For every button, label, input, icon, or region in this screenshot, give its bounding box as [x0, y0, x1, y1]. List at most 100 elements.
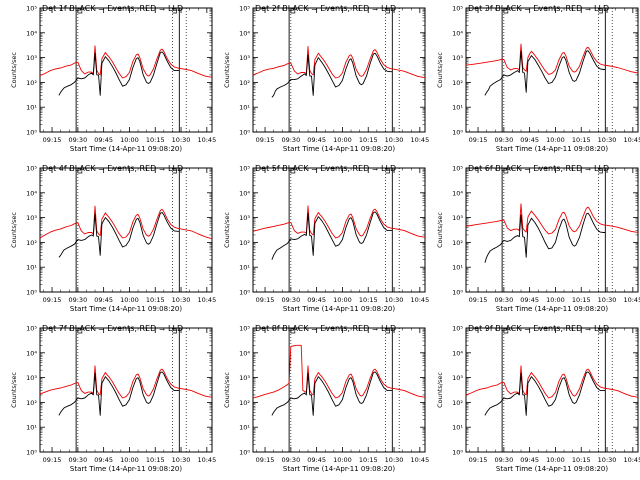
events-series-line: [484, 371, 606, 416]
y-tick-label: 10⁴: [239, 189, 250, 197]
x-tick-label: 09:30: [494, 456, 513, 464]
y-axis-label: Counts/sec: [10, 52, 18, 88]
x-tick-label: 10:15: [572, 136, 591, 144]
y-tick-label: 10³: [239, 214, 250, 222]
x-tick-label: 09:15: [43, 456, 62, 464]
x-tick-label: 10:30: [385, 456, 404, 464]
x-tick-label: 10:30: [598, 456, 617, 464]
events-series-line: [271, 211, 393, 260]
x-tick-label: 10:45: [410, 296, 429, 304]
y-tick-label: 10⁴: [452, 189, 463, 197]
x-tick-label: 10:00: [120, 136, 139, 144]
lld-series-line: [252, 205, 426, 239]
events-series-line: [58, 212, 180, 258]
x-tick-label: 09:45: [94, 296, 113, 304]
y-tick-label: 10⁴: [26, 29, 37, 37]
marker-flag-icon: [77, 328, 83, 334]
x-tick-label: 10:00: [333, 456, 352, 464]
y-tick-label: 10⁴: [239, 349, 250, 357]
x-tick-label: 10:15: [572, 456, 591, 464]
x-tick-label: 10:45: [197, 296, 216, 304]
y-tick-label: 10⁵: [452, 325, 463, 333]
marker-flag-icon: [172, 8, 177, 14]
panel-title: Det 3f BLACK = Events, RED = LLD: [468, 4, 609, 13]
lld-series-line: [252, 46, 426, 79]
x-axis-label: Start Time (14-Apr-11 09:08:20): [70, 305, 182, 313]
detector-panel: Det 2f BLACK = Events, RED = LLD 10⁰ 10¹ 10…: [223, 4, 429, 153]
y-axis-label: Counts/sec: [223, 52, 231, 88]
x-tick-label: 10:15: [146, 456, 165, 464]
x-tick-label: 09:45: [520, 296, 539, 304]
y-tick-label: 10⁵: [239, 165, 250, 173]
y-tick-label: 10⁰: [239, 449, 250, 457]
marker-flag-icon: [172, 328, 177, 334]
x-tick-label: 09:45: [94, 456, 113, 464]
lld-series-line: [465, 365, 639, 399]
x-tick-label: 10:00: [546, 296, 565, 304]
marker-flag-icon: [598, 8, 603, 14]
plot-frame: [252, 7, 426, 133]
y-tick-label: 10¹: [452, 424, 463, 432]
panel-title: Det 8f BLACK = Events, RED = LLD: [255, 324, 396, 333]
x-tick-label: 10:15: [359, 456, 378, 464]
y-tick-label: 10⁵: [452, 5, 463, 13]
y-tick-label: 10³: [239, 374, 250, 382]
x-tick-label: 09:15: [43, 296, 62, 304]
y-tick-label: 10²: [452, 399, 463, 407]
marker-flag-icon: [503, 328, 509, 334]
x-axis-label: Start Time (14-Apr-11 09:08:20): [496, 145, 608, 153]
marker-flag-icon: [598, 328, 603, 334]
y-tick-label: 10¹: [239, 264, 250, 272]
x-tick-label: 10:45: [410, 136, 429, 144]
y-axis-label: Counts/sec: [10, 372, 18, 408]
x-tick-label: 09:30: [494, 136, 513, 144]
plot-frame: [252, 167, 426, 293]
y-axis-label: Counts/sec: [436, 212, 444, 248]
x-tick-label: 10:30: [172, 296, 191, 304]
y-tick-label: 10²: [26, 79, 37, 87]
marker-flag-icon: [503, 168, 509, 174]
x-tick-label: 09:45: [520, 456, 539, 464]
events-series-line: [484, 50, 606, 96]
y-tick-label: 10¹: [26, 104, 37, 112]
x-tick-label: 09:45: [307, 136, 326, 144]
x-tick-label: 09:15: [43, 136, 62, 144]
marker-flag-icon: [172, 168, 177, 174]
x-tick-label: 09:15: [256, 456, 275, 464]
x-tick-label: 09:45: [307, 296, 326, 304]
y-tick-label: 10²: [239, 79, 250, 87]
x-tick-label: 10:30: [172, 456, 191, 464]
y-tick-label: 10⁰: [239, 289, 250, 297]
y-tick-label: 10¹: [452, 264, 463, 272]
marker-flag-icon: [77, 8, 83, 14]
panel-title: Det 6f BLACK = Events, RED = LLD: [468, 164, 609, 173]
x-tick-label: 10:30: [598, 296, 617, 304]
y-tick-label: 10²: [26, 399, 37, 407]
x-tick-label: 10:15: [572, 296, 591, 304]
y-tick-label: 10³: [239, 54, 250, 62]
marker-flag-icon: [290, 168, 296, 174]
panel-title: Det 7f BLACK = Events, RED = LLD: [42, 324, 183, 333]
x-tick-label: 10:15: [146, 136, 165, 144]
x-tick-label: 09:30: [281, 136, 300, 144]
x-tick-label: 10:30: [385, 296, 404, 304]
y-tick-label: 10⁵: [26, 165, 37, 173]
x-tick-label: 10:00: [333, 296, 352, 304]
x-tick-label: 09:30: [281, 456, 300, 464]
marker-flag-icon: [385, 328, 390, 334]
x-tick-label: 10:00: [120, 296, 139, 304]
y-tick-label: 10⁰: [26, 449, 37, 457]
x-tick-label: 10:00: [120, 456, 139, 464]
marker-flag-icon: [385, 8, 390, 14]
x-tick-label: 10:45: [410, 456, 429, 464]
y-tick-label: 10⁴: [239, 29, 250, 37]
marker-flag-icon: [385, 168, 390, 174]
x-axis-label: Start Time (14-Apr-11 09:08:20): [70, 465, 182, 473]
y-tick-label: 10⁵: [26, 325, 37, 333]
x-tick-label: 09:30: [68, 456, 87, 464]
plot-frame: [39, 327, 213, 453]
y-tick-label: 10¹: [239, 424, 250, 432]
marker-flag-icon: [290, 328, 296, 334]
y-tick-label: 10⁰: [452, 129, 463, 137]
